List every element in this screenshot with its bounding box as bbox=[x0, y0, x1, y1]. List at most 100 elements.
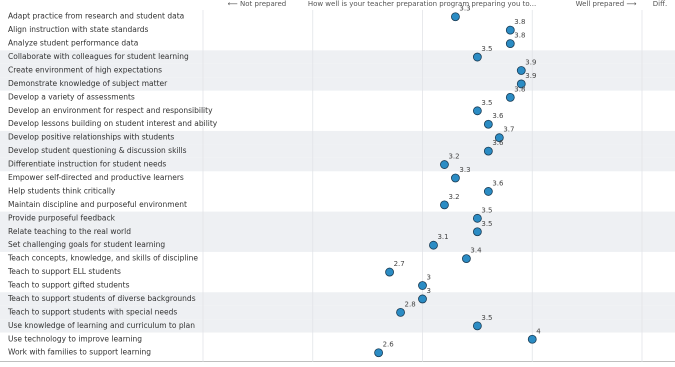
value-label: 3.5 bbox=[481, 206, 492, 214]
dot bbox=[440, 160, 449, 169]
value-label: 3.5 bbox=[481, 314, 492, 322]
value-label: 3.6 bbox=[492, 179, 504, 187]
value-label: 3.9 bbox=[525, 58, 536, 66]
value-label: 3.5 bbox=[481, 220, 492, 228]
value-label: 3.1 bbox=[437, 233, 448, 241]
dot bbox=[418, 294, 427, 304]
dot bbox=[472, 52, 482, 62]
diff-header: Diff. bbox=[653, 0, 667, 8]
dot bbox=[374, 348, 384, 358]
x-tick-label: 4 bbox=[530, 365, 534, 367]
category-label: Relate teaching to the real world bbox=[8, 227, 131, 236]
value-label: 2.7 bbox=[394, 260, 405, 268]
dot bbox=[385, 267, 394, 277]
category-label: Adapt practice from research and student… bbox=[8, 12, 184, 21]
dot bbox=[505, 92, 515, 102]
category-label: Create environment of high expectations bbox=[8, 65, 162, 74]
category-label: Align instruction with state standards bbox=[8, 25, 149, 34]
value-label: 3.8 bbox=[514, 18, 525, 26]
dot bbox=[472, 227, 482, 237]
category-label: Set challenging goals for student learni… bbox=[8, 240, 165, 249]
dot bbox=[505, 39, 515, 48]
x-tick-label: 1 bbox=[201, 365, 205, 367]
value-label: 3.7 bbox=[503, 126, 514, 134]
dot bbox=[440, 200, 449, 210]
category-label: Use knowledge of learning and curriculum… bbox=[8, 321, 195, 330]
dot bbox=[461, 254, 471, 264]
dot bbox=[429, 240, 438, 250]
row-band bbox=[0, 292, 675, 306]
dot bbox=[472, 106, 482, 116]
row-band bbox=[0, 157, 675, 172]
category-label: Help students think critically bbox=[8, 186, 116, 195]
x-tick-label: 3 bbox=[420, 365, 424, 367]
dot bbox=[516, 79, 526, 89]
value-label: 3.3 bbox=[459, 5, 470, 13]
category-label: Develop a variety of assessments bbox=[8, 92, 135, 101]
value-label: 4 bbox=[536, 327, 541, 335]
category-label: Develop lessons building on student inte… bbox=[8, 119, 218, 128]
dot bbox=[418, 281, 427, 290]
dot bbox=[483, 187, 493, 196]
category-label: Develop an environment for respect and r… bbox=[8, 106, 213, 115]
dot bbox=[483, 146, 493, 156]
row-band bbox=[0, 63, 675, 78]
category-label: Develop positive relationships with stud… bbox=[8, 133, 174, 142]
category-label: Analyze student performance data bbox=[8, 39, 138, 48]
category-label: Demonstrate knowledge of subject matter bbox=[8, 79, 168, 88]
row-band bbox=[0, 130, 675, 145]
category-label: Teach to support students of diverse bac… bbox=[7, 294, 196, 303]
row-bands bbox=[0, 50, 675, 333]
question: How well is your teacher preparation pro… bbox=[308, 0, 536, 8]
row-band bbox=[0, 225, 675, 239]
row-band bbox=[0, 238, 675, 252]
value-label: 3.4 bbox=[470, 247, 482, 255]
value-label: 2.6 bbox=[383, 341, 395, 349]
value-label: 3.5 bbox=[481, 45, 492, 53]
category-label: Differentiate instruction for student ne… bbox=[8, 160, 166, 169]
dot bbox=[483, 119, 493, 129]
row-band bbox=[0, 144, 675, 158]
dot bbox=[451, 12, 460, 22]
row-band bbox=[0, 319, 675, 333]
dot bbox=[516, 66, 526, 75]
category-label: Teach to support gifted students bbox=[7, 281, 130, 290]
value-label: 3.6 bbox=[492, 112, 504, 120]
right-label: Well prepared ⟶ bbox=[576, 0, 637, 8]
value-label: 3.2 bbox=[448, 193, 459, 201]
value-label: 2.8 bbox=[405, 300, 416, 308]
dot bbox=[527, 334, 537, 344]
value-label: 3.2 bbox=[448, 153, 459, 161]
row-band bbox=[0, 50, 675, 64]
value-label: 3.5 bbox=[481, 99, 492, 107]
value-label: 3.8 bbox=[514, 85, 525, 93]
dot bbox=[396, 307, 405, 317]
dot bbox=[472, 321, 482, 331]
row-band bbox=[0, 305, 675, 320]
category-label: Work with families to support learning bbox=[8, 348, 151, 357]
category-label: Collaborate with colleagues for student … bbox=[8, 52, 189, 61]
category-label: Develop student questioning & discussion… bbox=[8, 146, 187, 155]
value-label: 3.3 bbox=[459, 166, 470, 174]
value-label: 3.8 bbox=[514, 32, 525, 40]
row-band bbox=[0, 211, 675, 226]
category-label: Teach to support students with special n… bbox=[7, 307, 177, 316]
left-label: ⟵ Not prepared bbox=[228, 0, 286, 8]
value-label: 3 bbox=[427, 274, 431, 282]
x-tick-label: 2 bbox=[311, 365, 315, 367]
dot bbox=[494, 133, 504, 143]
category-label: Teach concepts, knowledge, and skills of… bbox=[7, 254, 198, 263]
category-label: Maintain discipline and purposeful envir… bbox=[8, 200, 187, 209]
dot bbox=[451, 173, 460, 183]
category-label: Provide purposeful feedback bbox=[8, 213, 116, 222]
value-label: 3 bbox=[427, 287, 431, 295]
x-tick-label: 5 bbox=[640, 365, 644, 367]
category-label: Teach to support ELL students bbox=[7, 267, 121, 276]
value-label: 3.9 bbox=[525, 72, 536, 80]
category-label: Empower self-directed and productive lea… bbox=[8, 173, 184, 182]
dot bbox=[505, 25, 515, 35]
category-label: Use technology to improve learning bbox=[8, 334, 142, 343]
dot bbox=[472, 213, 482, 223]
value-label: 3.6 bbox=[492, 139, 504, 147]
